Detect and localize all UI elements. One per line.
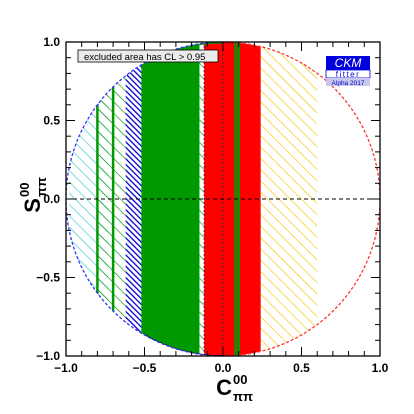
legend-box: excluded area has CL > 0.95 xyxy=(77,49,219,63)
x-tick-label: 1.0 xyxy=(372,361,389,375)
y-axis-title-sub: ππ xyxy=(34,177,49,197)
region-red-solid xyxy=(204,42,261,356)
logo-subtitle: fitter xyxy=(336,70,361,79)
y-tick-label: 0.0 xyxy=(43,192,60,206)
y-axis-title-sup: 00 xyxy=(17,183,32,197)
x-tick-label: −1.0 xyxy=(54,361,78,375)
x-tick-label: 0.0 xyxy=(215,361,232,375)
legend-text: excluded area has CL > 0.95 xyxy=(84,52,205,63)
ckmfitter-logo: CKM fitter Alpha 2017 xyxy=(325,56,371,87)
y-tick-label: 1.0 xyxy=(43,35,60,49)
region-blue-band xyxy=(125,42,145,356)
x-axis-title-main: C xyxy=(216,375,232,400)
y-axis-title: S 00 ππ xyxy=(17,177,49,213)
x-axis-title-sup: 00 xyxy=(233,372,247,387)
y-tick-label: 0.5 xyxy=(43,114,60,128)
x-axis-title-sub: ππ xyxy=(233,389,253,404)
x-tick-label: −0.5 xyxy=(133,361,157,375)
ticks-group xyxy=(65,41,381,357)
x-tick-label: 0.5 xyxy=(293,361,310,375)
x-axis-title: C 00 ππ xyxy=(216,372,253,404)
y-tick-label: −1.0 xyxy=(36,349,60,363)
logo-tag: Alpha 2017 xyxy=(332,80,365,87)
logo-title: CKM xyxy=(335,56,362,70)
y-axis-title-main: S xyxy=(20,198,45,213)
y-tick-label: −0.5 xyxy=(36,271,60,285)
